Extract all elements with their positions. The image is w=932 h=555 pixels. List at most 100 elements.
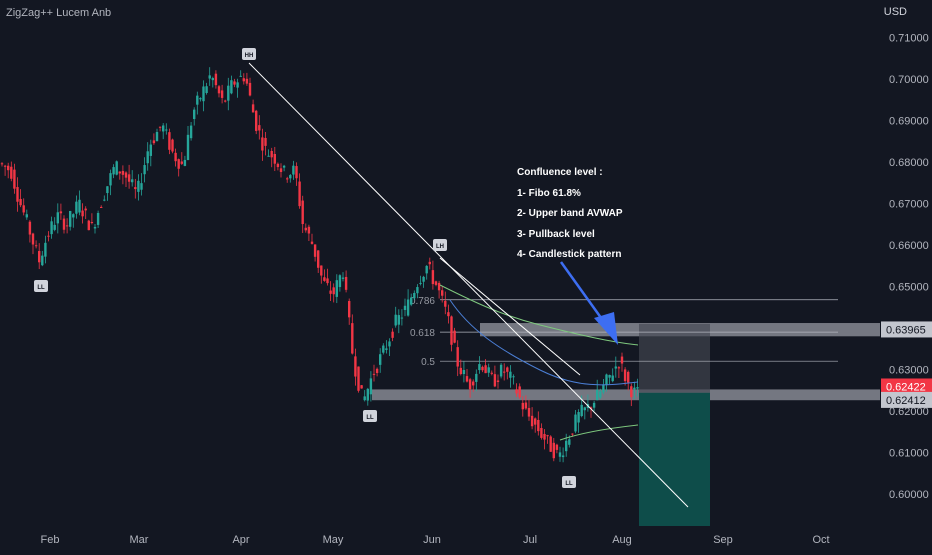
candle	[453, 327, 456, 344]
candle	[388, 338, 391, 356]
candle-body	[245, 78, 249, 84]
candle-body	[453, 330, 456, 343]
candle-body	[468, 379, 472, 390]
candle	[31, 232, 35, 255]
candle	[555, 443, 559, 454]
candle	[434, 280, 438, 287]
candle	[214, 70, 218, 89]
candle-body	[251, 104, 255, 113]
candle-body	[341, 277, 345, 279]
candle-body	[155, 132, 159, 142]
candle	[444, 291, 447, 315]
candle	[112, 164, 115, 179]
candle-body	[313, 244, 317, 257]
candle	[447, 304, 450, 324]
candle	[118, 171, 121, 180]
x-tick-label: Oct	[812, 534, 829, 546]
candle	[524, 395, 528, 410]
candle	[422, 275, 425, 288]
candle	[239, 70, 242, 77]
candle	[137, 174, 140, 201]
candle-body	[596, 389, 599, 401]
candle	[369, 371, 373, 402]
candle-body	[428, 261, 431, 265]
candle	[602, 378, 605, 395]
candle-body	[580, 404, 583, 417]
candle	[335, 274, 338, 304]
zigzag-label-text: LL	[37, 285, 45, 291]
candle-body	[602, 384, 605, 393]
candle-body	[348, 301, 351, 318]
annotation-item-3: 3- Pullback level	[517, 228, 595, 240]
candle-body	[304, 227, 307, 231]
y-tick-label: 0.70000	[889, 74, 929, 86]
support-zone	[372, 389, 880, 401]
candle-body	[400, 317, 404, 319]
candle	[47, 231, 50, 242]
candle-body	[270, 150, 273, 158]
candle-body	[431, 270, 435, 285]
candle-body	[69, 210, 72, 227]
candle-body	[31, 233, 35, 245]
candle-body	[112, 167, 115, 175]
candle	[50, 216, 53, 239]
candle-body	[239, 75, 242, 77]
candle-body	[230, 80, 233, 94]
candle-body	[450, 316, 453, 345]
candle-body	[301, 200, 304, 225]
candle	[205, 82, 208, 95]
candle-body	[279, 168, 283, 173]
candle-body	[410, 297, 413, 305]
candle-body	[261, 137, 264, 151]
candle	[326, 268, 329, 286]
candle-body	[422, 276, 425, 282]
candle-body	[633, 387, 636, 390]
candle-body	[115, 161, 118, 175]
candle-body	[13, 169, 16, 189]
candle	[310, 233, 314, 245]
candle-body	[335, 280, 338, 297]
candle	[518, 383, 521, 399]
candle	[527, 399, 531, 421]
candle	[499, 363, 503, 379]
candle-body	[425, 265, 428, 274]
candle	[413, 290, 416, 301]
zigzag-label: LL	[363, 410, 377, 422]
candle-body	[131, 179, 134, 183]
candle	[28, 220, 32, 243]
candle	[614, 356, 617, 378]
price-label: 0.62412	[881, 391, 932, 408]
candle-body	[385, 348, 388, 350]
candle	[379, 348, 382, 373]
candle	[7, 162, 10, 179]
candle-body	[59, 211, 63, 214]
candle	[298, 173, 301, 209]
candle	[313, 244, 317, 262]
price-label-box	[881, 378, 932, 395]
candle-body	[630, 386, 633, 398]
candle	[509, 365, 512, 388]
zigzag-label-box	[562, 476, 576, 488]
candle	[512, 374, 515, 385]
y-tick-label: 0.62000	[889, 406, 929, 418]
candle	[258, 115, 261, 140]
candles	[0, 67, 639, 463]
candle	[261, 128, 264, 161]
candle-body	[372, 373, 376, 375]
candle	[484, 359, 487, 374]
candle	[406, 289, 410, 317]
candle-body	[289, 175, 292, 179]
candle-body	[540, 428, 543, 438]
candle-body	[441, 290, 444, 296]
candle	[354, 348, 357, 386]
candle	[596, 379, 599, 401]
indicator-title[interactable]: ZigZag++ Lucem Anb	[6, 7, 112, 19]
x-tick-label: Aug	[612, 534, 632, 546]
candle	[106, 186, 109, 201]
candle	[177, 158, 180, 177]
candle	[189, 121, 193, 141]
candle	[385, 340, 388, 354]
candle-body	[137, 180, 140, 192]
